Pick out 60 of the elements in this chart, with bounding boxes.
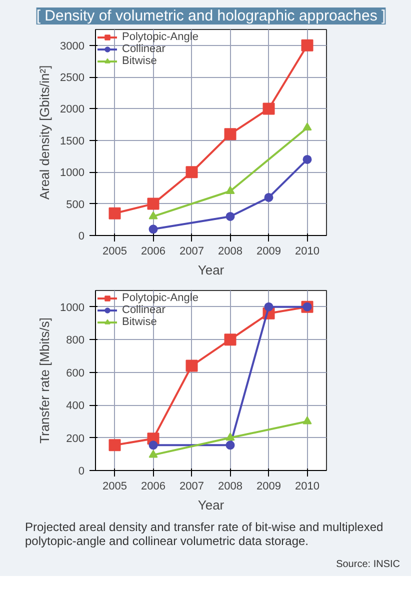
point (108, 207, 121, 220)
point (224, 334, 236, 346)
point (186, 166, 198, 178)
y-tick-label: 1000 (60, 167, 85, 180)
legend-label: Collinear (122, 304, 166, 316)
point (262, 102, 275, 115)
point (148, 211, 158, 220)
point (226, 212, 235, 221)
point (264, 192, 274, 202)
x-tick-label: 2006 (141, 246, 166, 258)
point (148, 450, 158, 458)
y-tick-label: 800 (66, 334, 85, 347)
point (226, 186, 235, 194)
text: Projected areal density and transfer rate of bit-wise and multiplexed polytopic-angle and collinear volumetric data storage. (25, 520, 384, 549)
x-axis-title: Year (198, 498, 225, 512)
x-tick-label: 2009 (256, 480, 281, 492)
point (302, 416, 312, 424)
point (226, 440, 235, 450)
y-tick-label: 600 (66, 367, 85, 380)
point (148, 224, 158, 234)
x-tick-label: 2010 (295, 480, 320, 492)
y-axis-title: Areal density [Gbits/in²] (37, 65, 52, 200)
y-tick-label: 500 (66, 198, 85, 211)
y-tick-label: 3000 (60, 40, 85, 52)
x-tick-label: 2005 (102, 480, 127, 492)
point (226, 432, 235, 441)
y-tick-label: 1500 (60, 135, 85, 148)
x-tick-label: 2006 (141, 480, 166, 492)
point (186, 360, 198, 372)
y-tick-label: 0 (78, 466, 85, 478)
legend-label: Bitwise (122, 316, 157, 328)
y-tick-label: 1000 (60, 302, 85, 314)
x-axis-title: Year (198, 262, 225, 278)
point (108, 439, 121, 452)
point (224, 128, 236, 140)
legend-label: Polytopic-Angle (122, 292, 198, 304)
point (302, 154, 312, 164)
point (264, 302, 274, 312)
x-tick-label: 2008 (218, 480, 242, 492)
x-tick-label: 2009 (256, 246, 281, 258)
chart-title: [ Density of volumetric and holographic approaches ] (36, 8, 386, 24)
point (148, 440, 158, 450)
legend-label: Polytopic-Angle (122, 31, 198, 43)
x-tick-label: 2010 (295, 246, 320, 258)
source-note: Source: INSIC (336, 558, 400, 571)
x-tick-label: 2008 (218, 246, 242, 258)
legend-label: Bitwise (122, 55, 157, 67)
point (147, 198, 160, 210)
y-tick-label: 2000 (60, 104, 85, 116)
y-tick-label: 400 (66, 400, 85, 412)
y-axis-title: Transfer rate [Mbits/s] (37, 318, 52, 444)
point (302, 122, 312, 131)
legend-label: Collinear (122, 43, 166, 55)
x-tick-label: 2005 (102, 246, 127, 258)
point (301, 39, 314, 52)
x-tick-label: 2007 (180, 480, 204, 492)
y-tick-label: 200 (66, 432, 85, 445)
x-tick-label: 2007 (180, 246, 204, 258)
y-tick-label: 2500 (60, 72, 85, 84)
y-tick-label: 0 (78, 230, 85, 242)
